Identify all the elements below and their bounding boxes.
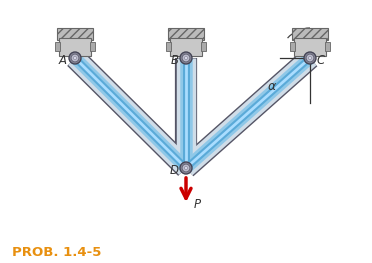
Circle shape [69,52,81,64]
Text: C: C [317,54,325,68]
Text: B: B [171,54,179,68]
Bar [170,38,202,56]
Bar [57,28,93,40]
Text: D: D [170,164,179,176]
Circle shape [306,54,314,62]
Bar [166,42,171,51]
Circle shape [185,166,187,169]
Text: $\alpha$: $\alpha$ [267,79,277,93]
Bar [90,42,95,51]
Circle shape [182,54,190,62]
Text: A: A [59,54,67,68]
Circle shape [185,57,187,59]
Bar [59,38,91,56]
Bar [201,42,206,51]
Circle shape [180,52,192,64]
Bar [325,42,330,51]
Bar [55,42,60,51]
Circle shape [180,162,192,174]
Text: PROB. 1.4-5: PROB. 1.4-5 [12,245,102,259]
Circle shape [71,54,79,62]
Circle shape [182,164,190,172]
Bar [290,42,295,51]
Bar [294,38,326,56]
Circle shape [304,52,316,64]
Bar [292,28,328,40]
Bar [168,28,204,40]
Circle shape [74,57,77,59]
Text: P: P [193,199,201,211]
Circle shape [308,57,311,59]
